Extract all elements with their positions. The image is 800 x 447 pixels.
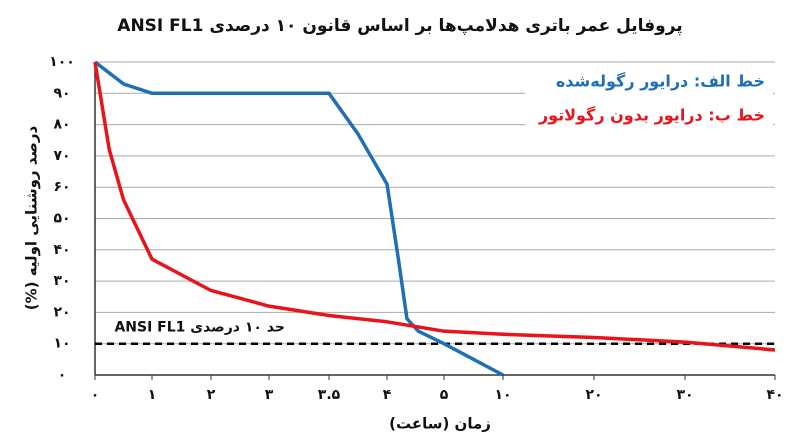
- series-line: [93, 61, 776, 352]
- series-line: [93, 60, 504, 377]
- x-tick-label: ۳.۵: [318, 387, 341, 403]
- y-tick-label: ۸۰: [53, 117, 70, 133]
- threshold-label: حد ۱۰ درصدی ANSI FL1: [114, 320, 285, 336]
- y-tick-label: ۳۰: [53, 273, 70, 289]
- x-tick-label: ۲۰: [585, 387, 602, 403]
- x-tick-label: ۳: [265, 387, 274, 403]
- x-tick-label: ۳۰: [676, 387, 693, 403]
- chart-title: پروفایل عمر باتری هدلامپ‌ها بر اساس قانو…: [117, 16, 682, 36]
- x-tick-label: ۵: [440, 387, 449, 403]
- y-axis-label: درصد روشنایی اولیه (%): [23, 125, 41, 310]
- y-tick-label: ۷۰: [53, 148, 70, 164]
- x-axis-label: زمان (ساعت): [389, 415, 491, 433]
- x-tick-label: ۱: [148, 387, 157, 403]
- y-tick-label: ۶۰: [53, 179, 70, 195]
- y-tick-label: ۵۰: [53, 211, 70, 227]
- x-tick-label: ۲: [207, 387, 216, 403]
- y-tick-label: ۱۰۰: [49, 54, 75, 70]
- y-tick-label: ۲۰: [53, 304, 70, 320]
- y-tick-label: ۴۰: [53, 242, 70, 258]
- x-tick-label: ۴۰: [766, 387, 783, 403]
- x-tick-label: ۰: [91, 387, 100, 403]
- y-tick-label: ۱۰: [53, 336, 70, 352]
- x-tick-label: ۱۰: [494, 387, 511, 403]
- y-tick-label: ۹۰: [53, 85, 70, 101]
- legend-box: [525, 64, 773, 130]
- legend-entry: خط الف: درایور رگوله‌شده: [556, 72, 765, 91]
- legend-entry: خط ب: درایور بدون رگولاتور: [538, 106, 765, 125]
- y-tick-label: ۰: [58, 367, 67, 383]
- x-tick-label: ۴: [383, 387, 392, 403]
